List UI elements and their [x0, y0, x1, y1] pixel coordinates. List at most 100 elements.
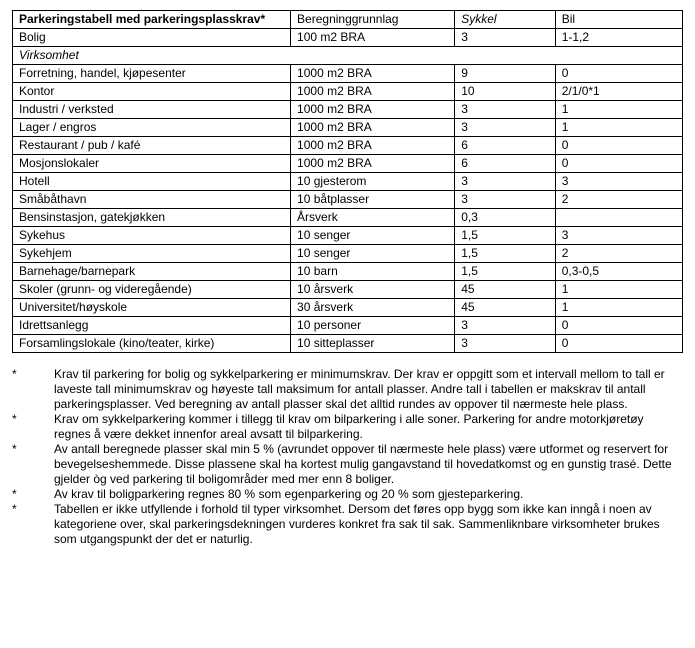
row-bike: 45 — [455, 299, 556, 317]
footnote-text: Av antall beregnede plasser skal min 5 %… — [54, 442, 683, 487]
row-name: Forretning, handel, kjøpesenter — [13, 65, 291, 83]
row-car: 0 — [555, 155, 682, 173]
row-bike: 3 — [455, 335, 556, 353]
section-label: Virksomhet — [13, 47, 683, 65]
table-header-row: Parkeringstabell med parkeringsplasskrav… — [13, 11, 683, 29]
footnote-marker: * — [12, 412, 54, 442]
row-basis: 1000 m2 BRA — [291, 137, 455, 155]
header-title: Parkeringstabell med parkeringsplasskrav… — [13, 11, 291, 29]
table-row: Forretning, handel, kjøpesenter1000 m2 B… — [13, 65, 683, 83]
row-bike: 1,5 — [455, 227, 556, 245]
footnote-marker: * — [12, 442, 54, 487]
row-basis: 1000 m2 BRA — [291, 65, 455, 83]
row-car: 2/1/0*1 — [555, 83, 682, 101]
table-row: Småbåthavn10 båtplasser32 — [13, 191, 683, 209]
footnote-item: *Av krav til boligparkering regnes 80 % … — [12, 487, 683, 502]
row-car: 2 — [555, 191, 682, 209]
row-car: 0 — [555, 317, 682, 335]
table-row: Lager / engros1000 m2 BRA31 — [13, 119, 683, 137]
table-row: Barnehage/barnepark10 barn1,50,3-0,5 — [13, 263, 683, 281]
row-bike: 0,3 — [455, 209, 556, 227]
row-name: Kontor — [13, 83, 291, 101]
row-name: Lager / engros — [13, 119, 291, 137]
row-basis: 1000 m2 BRA — [291, 155, 455, 173]
header-bike: Sykkel — [455, 11, 556, 29]
row-basis: Årsverk — [291, 209, 455, 227]
row-name: Sykehjem — [13, 245, 291, 263]
table-row: Forsamlingslokale (kino/teater, kirke)10… — [13, 335, 683, 353]
row-bike: 45 — [455, 281, 556, 299]
row-name: Bensinstasjon, gatekjøkken — [13, 209, 291, 227]
row-basis: 10 senger — [291, 227, 455, 245]
row-name: Skoler (grunn- og videregående) — [13, 281, 291, 299]
footnote-text: Krav om sykkelparkering kommer i tillegg… — [54, 412, 683, 442]
footnote-marker: * — [12, 367, 54, 412]
header-basis: Beregninggrunnlag — [291, 11, 455, 29]
row-bike: 3 — [455, 119, 556, 137]
row-bike: 6 — [455, 137, 556, 155]
row-bike: 1,5 — [455, 263, 556, 281]
row-name: Restaurant / pub / kafé — [13, 137, 291, 155]
row-name: Småbåthavn — [13, 191, 291, 209]
row-basis: 1000 m2 BRA — [291, 101, 455, 119]
row-car: 0 — [555, 65, 682, 83]
table-row: Bolig100 m2 BRA31-1,2 — [13, 29, 683, 47]
row-name: Sykehus — [13, 227, 291, 245]
table-row: Idrettsanlegg10 personer30 — [13, 317, 683, 335]
row-bike: 10 — [455, 83, 556, 101]
footnote-text: Av krav til boligparkering regnes 80 % s… — [54, 487, 683, 502]
parking-requirements-table: Parkeringstabell med parkeringsplasskrav… — [12, 10, 683, 353]
table-row: Hotell10 gjesterom33 — [13, 173, 683, 191]
row-bike: 3 — [455, 101, 556, 119]
row-basis: 10 gjesterom — [291, 173, 455, 191]
row-car: 0 — [555, 137, 682, 155]
row-bike: 6 — [455, 155, 556, 173]
row-bike: 3 — [455, 317, 556, 335]
row-car: 1-1,2 — [555, 29, 682, 47]
row-name: Universitet/høyskole — [13, 299, 291, 317]
row-car: 0 — [555, 335, 682, 353]
row-name: Industri / verksted — [13, 101, 291, 119]
row-car — [555, 209, 682, 227]
table-row: Sykehus10 senger1,53 — [13, 227, 683, 245]
table-row: Skoler (grunn- og videregående)10 årsver… — [13, 281, 683, 299]
header-car: Bil — [555, 11, 682, 29]
row-car: 1 — [555, 281, 682, 299]
table-row: Universitet/høyskole30 årsverk451 — [13, 299, 683, 317]
row-basis: 10 personer — [291, 317, 455, 335]
row-name: Idrettsanlegg — [13, 317, 291, 335]
row-car: 3 — [555, 173, 682, 191]
row-name: Forsamlingslokale (kino/teater, kirke) — [13, 335, 291, 353]
row-basis: 1000 m2 BRA — [291, 83, 455, 101]
footnote-text: Tabellen er ikke utfyllende i forhold ti… — [54, 502, 683, 547]
row-basis: 100 m2 BRA — [291, 29, 455, 47]
footnote-item: *Av antall beregnede plasser skal min 5 … — [12, 442, 683, 487]
footnote-marker: * — [12, 502, 54, 547]
row-name: Barnehage/barnepark — [13, 263, 291, 281]
footnote-marker: * — [12, 487, 54, 502]
row-bike: 1,5 — [455, 245, 556, 263]
row-car: 1 — [555, 119, 682, 137]
table-row: Mosjonslokaler1000 m2 BRA60 — [13, 155, 683, 173]
row-basis: 10 senger — [291, 245, 455, 263]
row-car: 1 — [555, 299, 682, 317]
row-car: 1 — [555, 101, 682, 119]
row-basis: 10 barn — [291, 263, 455, 281]
row-basis: 10 båtplasser — [291, 191, 455, 209]
row-bike: 3 — [455, 191, 556, 209]
table-row: Sykehjem10 senger1,52 — [13, 245, 683, 263]
table-row: Virksomhet — [13, 47, 683, 65]
row-basis: 1000 m2 BRA — [291, 119, 455, 137]
row-car: 3 — [555, 227, 682, 245]
row-bike: 3 — [455, 173, 556, 191]
row-basis: 30 årsverk — [291, 299, 455, 317]
footnote-item: *Krav til parkering for bolig og sykkelp… — [12, 367, 683, 412]
row-bike: 3 — [455, 29, 556, 47]
row-basis: 10 årsverk — [291, 281, 455, 299]
table-row: Restaurant / pub / kafé1000 m2 BRA60 — [13, 137, 683, 155]
row-name: Bolig — [13, 29, 291, 47]
table-body: Bolig100 m2 BRA31-1,2VirksomhetForretnin… — [13, 29, 683, 353]
row-car: 0,3-0,5 — [555, 263, 682, 281]
row-name: Hotell — [13, 173, 291, 191]
footnote-item: *Krav om sykkelparkering kommer i tilleg… — [12, 412, 683, 442]
